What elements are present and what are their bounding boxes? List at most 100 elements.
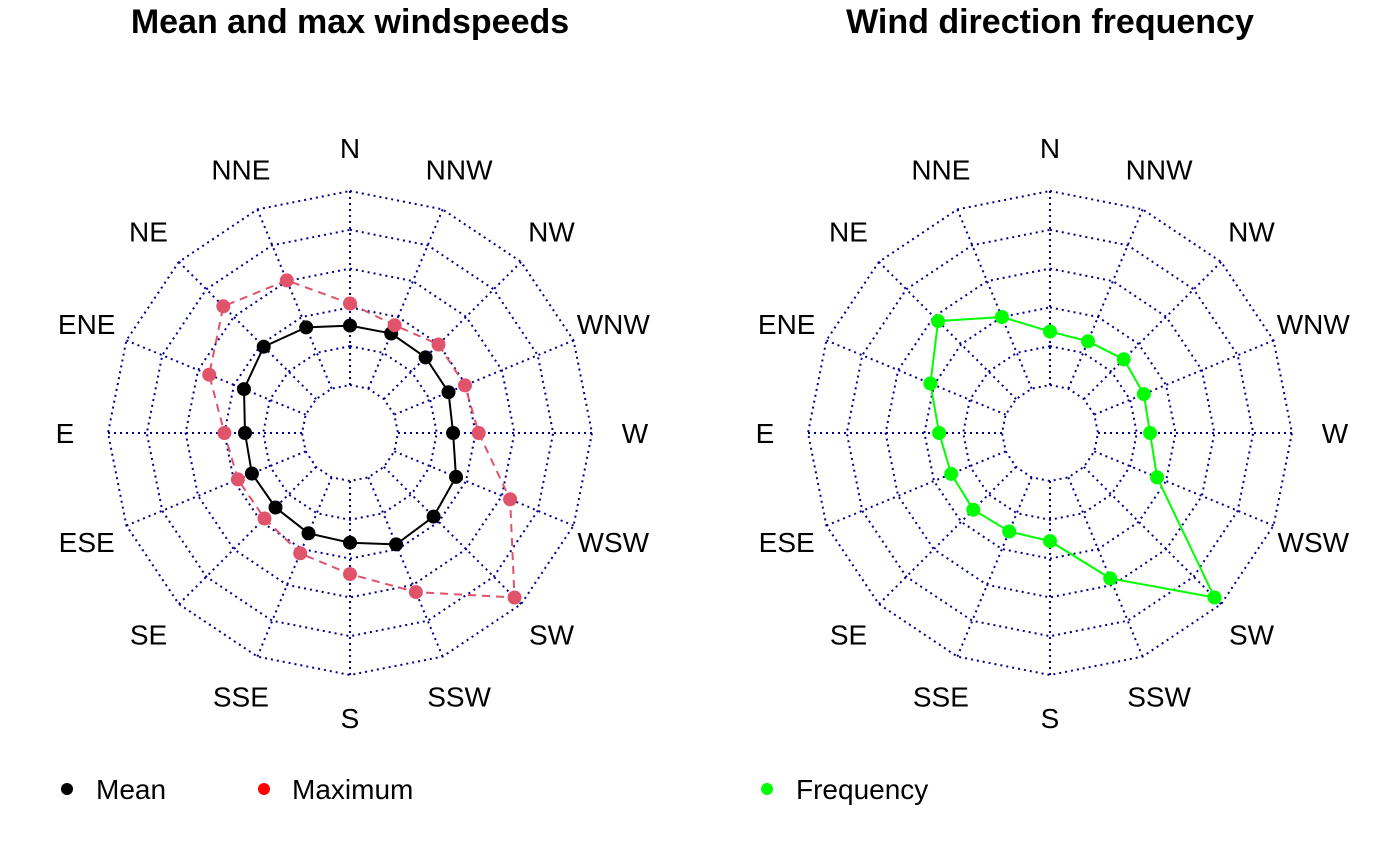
chart-title: Mean and max windspeeds xyxy=(131,3,569,41)
grid-spoke xyxy=(126,450,307,527)
direction-label-se: SE xyxy=(830,620,867,651)
data-point-mean-ese xyxy=(244,466,259,481)
data-point-mean-sw xyxy=(426,509,441,524)
data-point-mean-ssw xyxy=(389,537,404,552)
direction-label-w: W xyxy=(622,418,649,449)
direction-label-ese: ESE xyxy=(759,527,815,558)
direction-label-sse: SSE xyxy=(913,681,969,712)
panel-mean-max: Mean and max windspeeds N NNW NW WNW W WSW SW S… xyxy=(56,3,651,805)
direction-label-nne: NNE xyxy=(211,155,270,186)
data-point-maximum-ene xyxy=(202,367,217,382)
data-point-frequency-ne xyxy=(931,314,946,329)
direction-label-wsw: WSW xyxy=(1278,527,1350,558)
data-point-frequency-w xyxy=(1143,426,1157,440)
direction-label-n: N xyxy=(1040,133,1060,164)
grid-spoke xyxy=(956,209,1033,390)
grid-ring xyxy=(845,228,1255,638)
grid-spoke xyxy=(367,476,444,657)
data-point-frequency-sse xyxy=(1002,524,1017,539)
data-point-maximum-ese xyxy=(230,472,245,487)
data-point-maximum-ne xyxy=(216,299,231,314)
direction-label-ssw: SSW xyxy=(1127,681,1191,712)
grid-spoke xyxy=(1083,466,1222,605)
data-point-frequency-s xyxy=(1043,534,1057,549)
legend-marker-frequency xyxy=(761,783,773,795)
data-point-frequency-sw xyxy=(1207,590,1222,605)
data-point-mean-nw xyxy=(418,350,433,365)
grid-spoke xyxy=(383,261,522,400)
data-point-maximum-nw xyxy=(431,337,446,352)
data-point-frequency-wsw xyxy=(1150,470,1165,485)
legend-marker-mean xyxy=(61,783,73,795)
series-layer xyxy=(202,273,522,605)
direction-label-s: S xyxy=(341,703,360,734)
data-point-frequency-nne xyxy=(994,310,1009,324)
data-point-maximum-sse xyxy=(293,546,308,561)
data-point-mean-sse xyxy=(301,526,316,541)
panel-frequency: Wind direction frequency N NNW NW WNW W WSW SW… xyxy=(756,3,1351,805)
grid-spoke xyxy=(393,339,574,416)
direction-label-w: W xyxy=(1322,418,1349,449)
direction-label-ssw: SSW xyxy=(427,681,491,712)
legend: Mean Maximum xyxy=(61,774,413,805)
direction-label-wnw: WNW xyxy=(1277,309,1351,340)
grid-spoke xyxy=(1093,450,1274,527)
data-point-frequency-se xyxy=(966,502,981,517)
direction-label-ne: NE xyxy=(129,217,168,248)
data-point-maximum-se xyxy=(257,511,272,526)
data-point-mean-nne xyxy=(299,320,314,335)
data-point-maximum-ssw xyxy=(408,585,423,600)
direction-label-nw: NW xyxy=(1228,217,1275,248)
direction-labels: N NNW NW WNW W WSW SW SSW S SSE SE ESE E ENE NE NNE xyxy=(56,133,651,734)
data-point-maximum-wnw xyxy=(458,378,472,393)
direction-label-nnw: NNW xyxy=(426,155,493,186)
direction-label-sw: SW xyxy=(1229,620,1275,651)
direction-label-se: SE xyxy=(130,620,167,651)
direction-label-wnw: WNW xyxy=(577,309,651,340)
grid-ring xyxy=(1000,383,1100,483)
series-line-frequency xyxy=(929,315,1217,599)
data-point-mean-ene xyxy=(237,382,251,397)
data-point-frequency-e xyxy=(932,426,947,440)
legend: Frequency xyxy=(761,774,928,805)
grid-spoke xyxy=(826,339,1007,416)
data-point-frequency-nnw xyxy=(1081,334,1095,349)
radar-grid xyxy=(106,189,594,677)
data-point-frequency-ene xyxy=(923,376,938,391)
data-point-maximum-s xyxy=(343,567,357,582)
grid-spoke xyxy=(178,261,317,400)
direction-label-ese: ESE xyxy=(59,527,115,558)
grid-spoke xyxy=(1067,209,1144,390)
direction-label-sse: SSE xyxy=(213,681,269,712)
direction-label-nnw: NNW xyxy=(1126,155,1193,186)
direction-label-n: N xyxy=(340,133,360,164)
grid-ring xyxy=(962,345,1138,521)
data-point-maximum-sw xyxy=(507,590,522,605)
data-point-mean-ne xyxy=(256,339,271,354)
grid-spoke xyxy=(1093,339,1274,416)
grid-ring xyxy=(145,228,555,638)
data-point-maximum-n xyxy=(343,296,357,311)
grid-spoke xyxy=(256,476,333,657)
grid-spoke xyxy=(956,476,1033,657)
grid-ring xyxy=(262,345,438,521)
data-point-maximum-nnw xyxy=(387,318,402,333)
grid-spoke xyxy=(383,466,522,605)
grid-spoke xyxy=(878,261,1017,400)
grid-spoke xyxy=(256,209,333,390)
data-point-mean-wsw xyxy=(449,469,463,484)
direction-label-nne: NNE xyxy=(911,155,970,186)
data-point-frequency-wnw xyxy=(1136,387,1151,402)
grid-spoke xyxy=(1083,261,1222,400)
legend-label-maximum: Maximum xyxy=(292,774,413,805)
legend-marker-maximum xyxy=(258,783,270,795)
data-point-mean-wnw xyxy=(441,385,456,400)
grid-spoke xyxy=(878,466,1017,605)
grid-ring xyxy=(300,383,400,483)
grid-spoke xyxy=(367,209,444,390)
direction-labels: N NNW NW WNW W WSW SW SSW S SSE SE ESE E ENE NE NNE xyxy=(756,133,1351,734)
grid-spoke xyxy=(126,339,307,416)
direction-label-sw: SW xyxy=(529,620,575,651)
data-point-frequency-ese xyxy=(944,466,959,481)
